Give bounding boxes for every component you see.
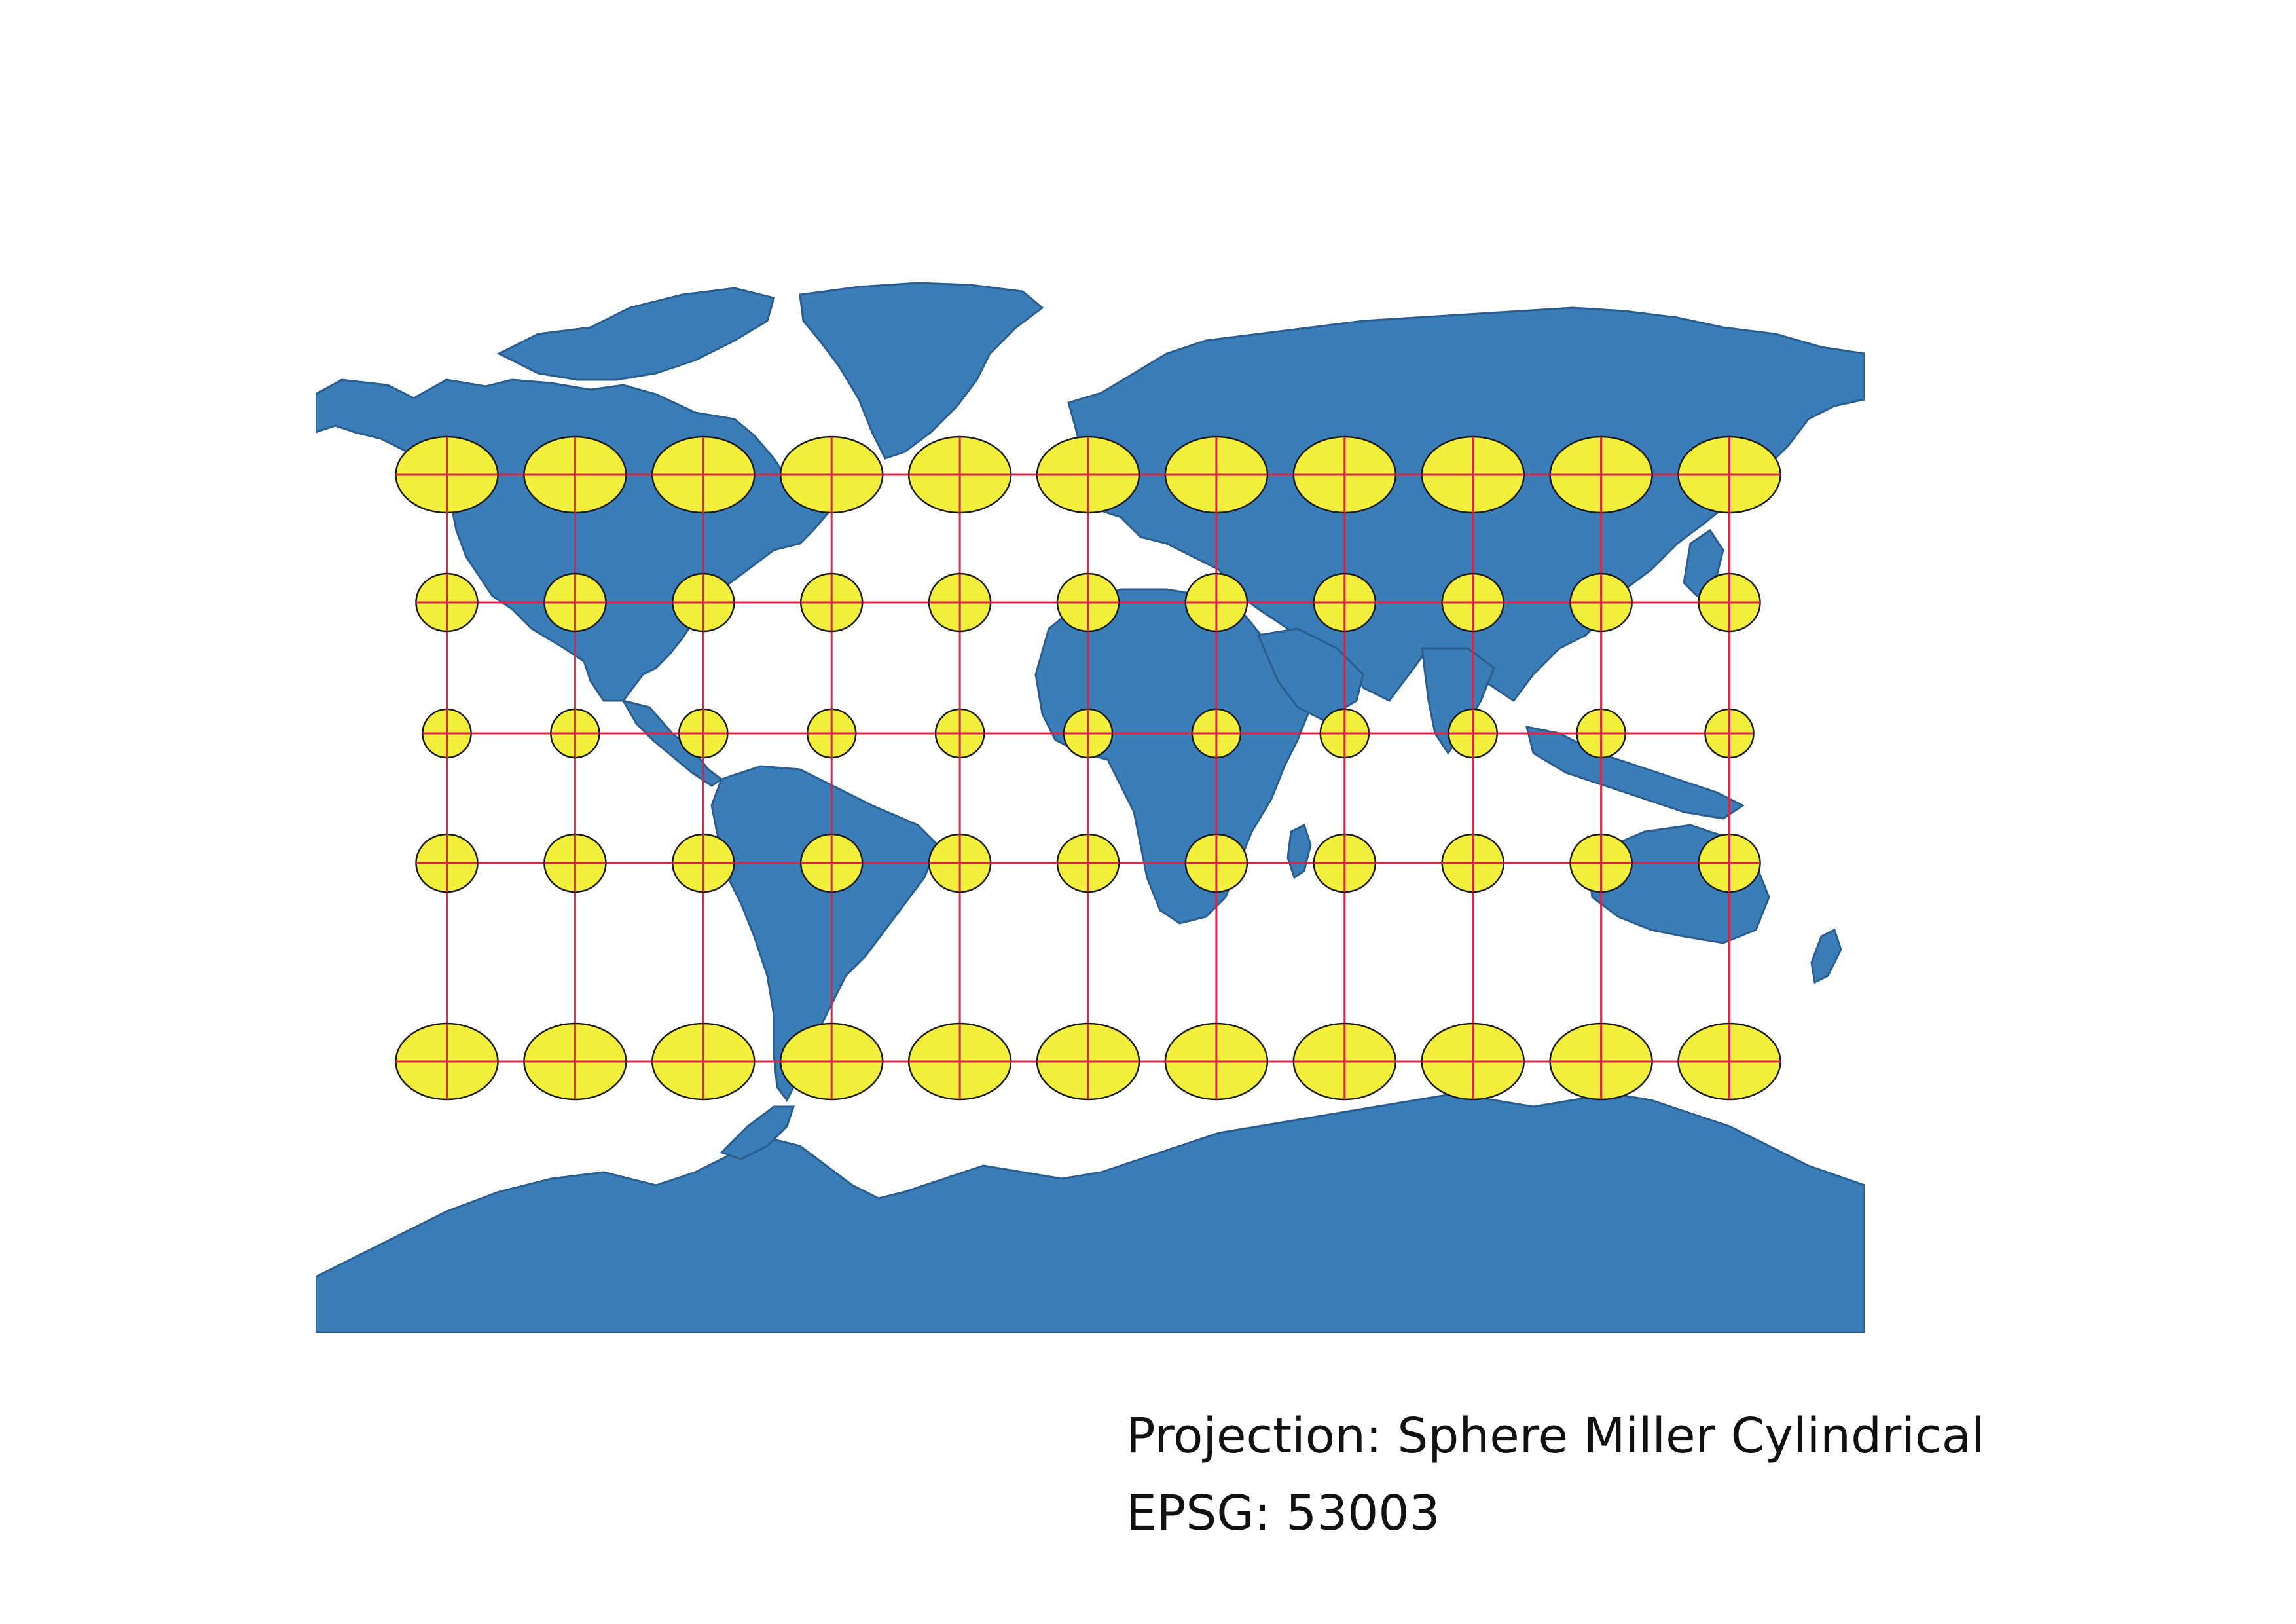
projection-label: Projection: Sphere Miller Cylindrical: [1126, 1408, 1985, 1464]
new-zealand-landmass: [1810, 928, 1842, 984]
epsg-label: EPSG: 53003: [1126, 1485, 1440, 1541]
antarctica-landmass: [316, 1092, 1865, 1333]
madagascar-landmass: [1286, 823, 1312, 879]
central-america-landmass: [621, 699, 723, 787]
greenland-landmass: [799, 282, 1044, 460]
arabia-landmass: [1256, 627, 1364, 722]
arctic-islands: [496, 287, 775, 381]
graticule-overlay: [395, 437, 1781, 1099]
map-canvas: [316, 282, 1865, 1333]
world-map: [316, 282, 1865, 1333]
antarctic-peninsula: [720, 1105, 795, 1160]
